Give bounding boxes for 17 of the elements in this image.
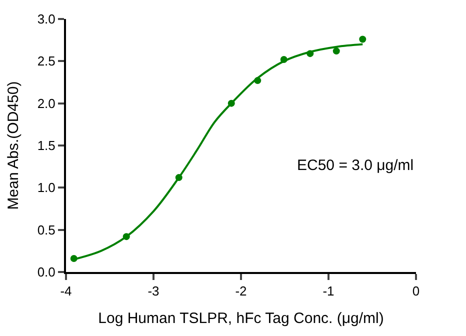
y-tick-label: 2.5: [37, 54, 56, 69]
x-tick-label: -2: [235, 284, 247, 299]
y-tick-label: 0.5: [37, 222, 56, 238]
x-axis-title: Log Human TSLPR, hFc Tag Conc. (μg/ml): [98, 310, 384, 328]
x-tick-label: -4: [60, 284, 72, 299]
y-tick-label: 1.0: [37, 180, 56, 196]
point: [359, 36, 366, 43]
x-tick-label: -1: [322, 284, 334, 299]
y-axis-title: Mean Abs.(OD450): [5, 81, 22, 210]
y-tick-label: 0.0: [37, 264, 56, 280]
y-tick-label: 3.0: [37, 12, 56, 27]
y-tick-label: 2.0: [37, 96, 56, 111]
x-tick-label: -3: [148, 284, 160, 299]
x-tick-label: 0: [412, 284, 420, 299]
point: [332, 48, 340, 55]
y-tick-label: 1.5: [37, 138, 56, 154]
annotation: EC50 = 3.0 μg/ml: [297, 157, 414, 174]
